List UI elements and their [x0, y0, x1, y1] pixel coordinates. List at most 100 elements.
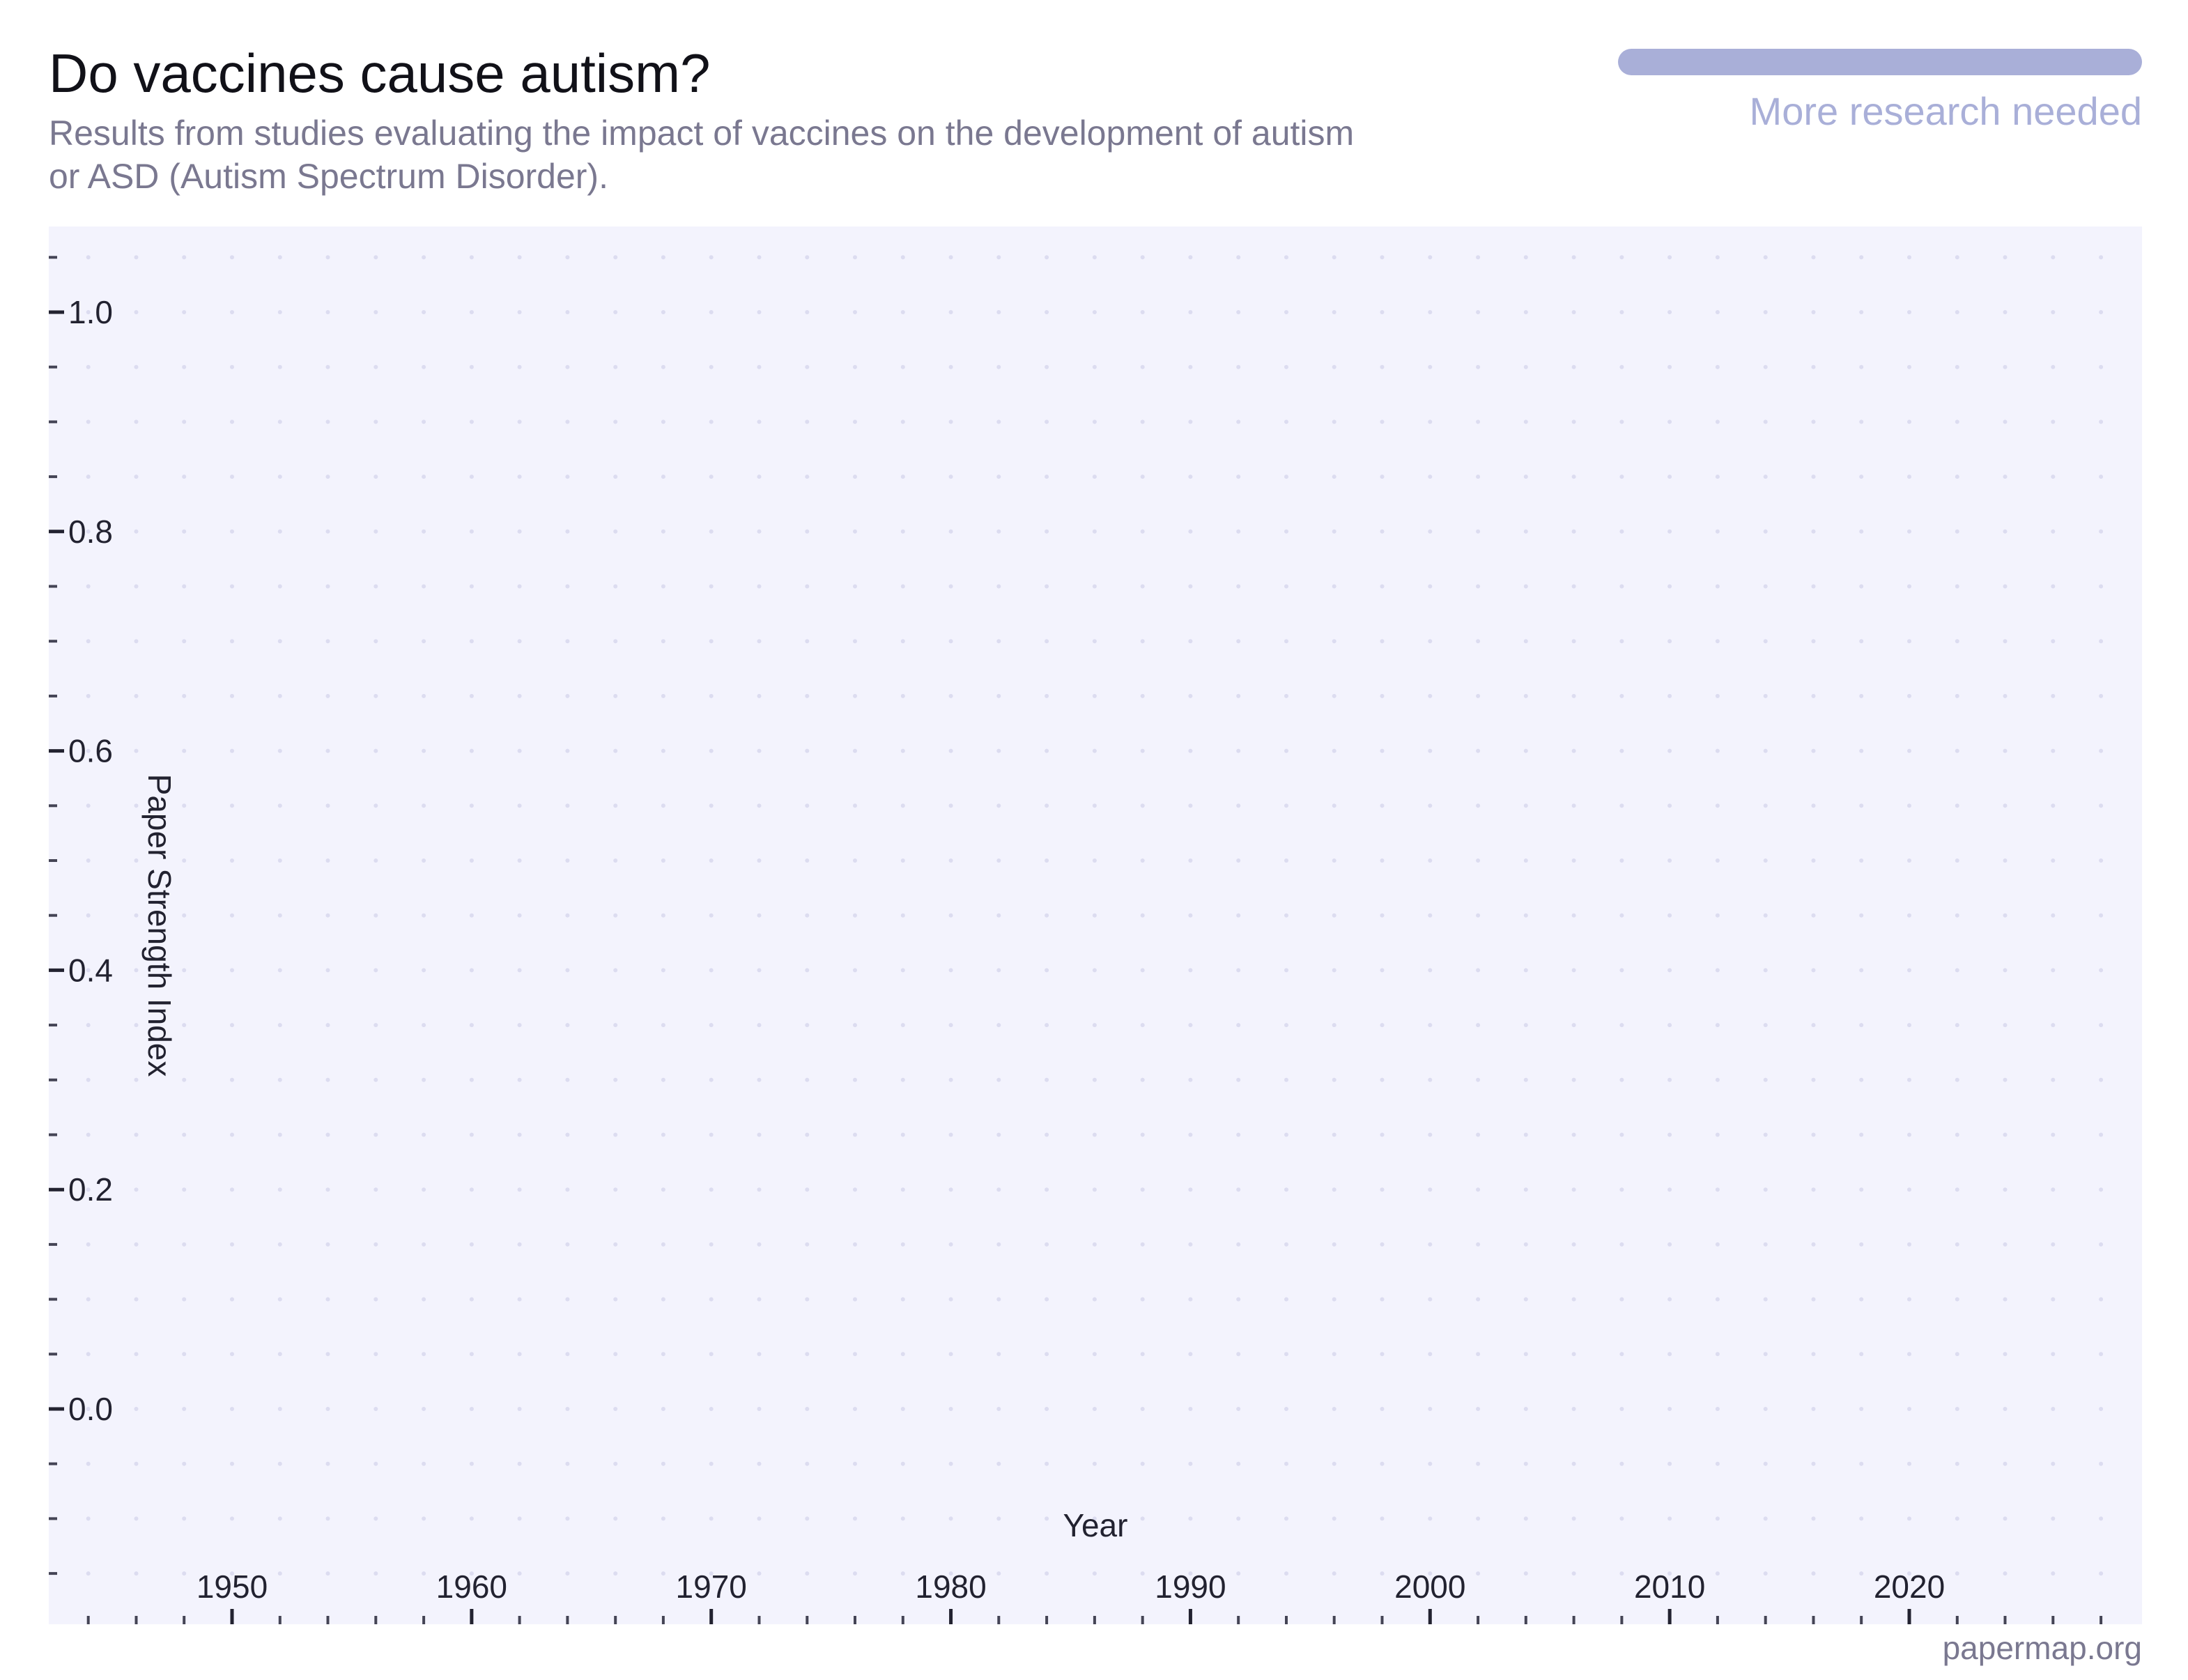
grid-dot [805, 968, 810, 973]
grid-dot [1284, 419, 1288, 424]
grid-dot [1380, 1077, 1385, 1082]
grid-dot [2003, 364, 2008, 369]
grid-dot [373, 1023, 378, 1028]
grid-dot [1715, 1352, 1720, 1357]
grid-dot [1188, 1516, 1193, 1521]
grid-dot [1284, 639, 1288, 644]
grid-dot [1955, 858, 1959, 863]
grid-dot [373, 748, 378, 753]
grid-dot [1140, 913, 1145, 918]
grid-dot [1284, 1516, 1288, 1521]
grid-dot [1428, 1242, 1433, 1247]
grid-dot [1332, 1023, 1336, 1028]
grid-dot [230, 1352, 234, 1357]
grid-dot [661, 858, 665, 863]
grid-dot [565, 529, 570, 534]
grid-dot [2051, 1077, 2056, 1082]
grid-dot [1428, 364, 1433, 369]
grid-dot [182, 419, 187, 424]
grid-dot [1859, 364, 1864, 369]
grid-dot [1140, 475, 1145, 479]
grid-dot [1045, 1242, 1049, 1247]
grid-dot [1380, 803, 1385, 808]
grid-dot [2099, 584, 2104, 589]
grid-dot [1571, 748, 1576, 753]
grid-dot [422, 1571, 426, 1576]
grid-dot [373, 419, 378, 424]
grid-dot [613, 968, 618, 973]
grid-dot [1523, 584, 1528, 589]
grid-dot [1571, 1461, 1576, 1466]
x-axis: 1950 1960 1970 1980 1990 2000 2010 2020 [86, 1569, 2103, 1624]
grid-dot [1380, 1407, 1385, 1411]
grid-dot [1955, 1571, 1959, 1576]
grid-dot [996, 310, 1001, 314]
grid-dot [182, 1187, 187, 1192]
grid-dot [422, 639, 426, 644]
grid-dot [1188, 1461, 1193, 1466]
grid-dot [900, 968, 905, 973]
grid-dot [1907, 1516, 1911, 1521]
grid-dot [805, 255, 810, 260]
grid-dot [2003, 693, 2008, 698]
grid-dot [1476, 748, 1481, 753]
grid-dot [2051, 1461, 2056, 1466]
grid-dot [1380, 748, 1385, 753]
grid-dot [1667, 310, 1672, 314]
grid-dot [182, 364, 187, 369]
grid-dot [996, 529, 1001, 534]
grid-dot [1428, 419, 1433, 424]
grid-dot [565, 364, 570, 369]
grid-dot [1811, 1407, 1816, 1411]
grid-dot [1667, 639, 1672, 644]
grid-dot [2051, 968, 2056, 973]
grid-dot [1476, 1516, 1481, 1521]
grid-dot [1763, 858, 1768, 863]
grid-dot [613, 1407, 618, 1411]
grid-dot [517, 255, 522, 260]
grid-dot [182, 1297, 187, 1302]
grid-dot [422, 913, 426, 918]
grid-dot [325, 529, 330, 534]
x-axis-label: Year [1063, 1507, 1128, 1543]
grid-dot [373, 913, 378, 918]
grid-dot [661, 968, 665, 973]
grid-dot [134, 1077, 139, 1082]
grid-dot [1236, 255, 1241, 260]
grid-dot [1619, 419, 1624, 424]
grid-dot [1332, 1516, 1336, 1521]
grid-dot [1955, 310, 1959, 314]
grid-dot [1140, 748, 1145, 753]
grid-dot [1092, 1077, 1097, 1082]
grid-dot [2003, 1077, 2008, 1082]
grid-dot [325, 693, 330, 698]
grid-dot [709, 748, 714, 753]
grid-dot [1667, 1571, 1672, 1576]
grid-dot [1763, 1023, 1768, 1028]
grid-dot [1236, 858, 1241, 863]
grid-dot [853, 1242, 857, 1247]
grid-dot [1092, 913, 1097, 918]
grid-dot [422, 1023, 426, 1028]
grid-dot [86, 364, 91, 369]
grid-dot [277, 639, 282, 644]
grid-dot [1284, 1297, 1288, 1302]
grid-dot [1045, 1407, 1049, 1411]
x-tick-label: 1990 [1155, 1569, 1226, 1605]
grid-dot [948, 693, 953, 698]
grid-dot [565, 913, 570, 918]
grid-dot [1523, 310, 1528, 314]
grid-dot [1955, 364, 1959, 369]
grid-dot [1092, 693, 1097, 698]
grid-dot [1092, 803, 1097, 808]
grid-dot [1428, 639, 1433, 644]
grid-dot [805, 803, 810, 808]
grid-dot [182, 693, 187, 698]
grid-dot [1188, 1077, 1193, 1082]
grid-dot [2003, 1187, 2008, 1192]
grid-dot [1955, 1297, 1959, 1302]
grid-dot [661, 475, 665, 479]
grid-dot [517, 1242, 522, 1247]
grid-dot [661, 1077, 665, 1082]
grid-dot [1715, 1187, 1720, 1192]
